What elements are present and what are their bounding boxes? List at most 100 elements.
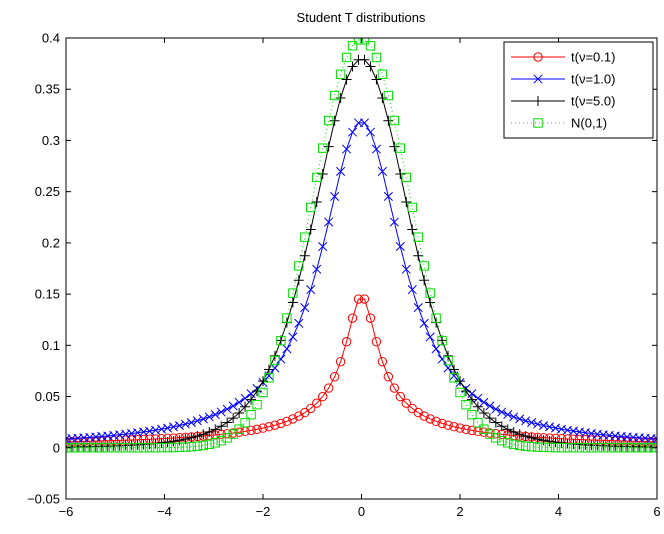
series-4-point — [437, 335, 447, 346]
series-3-point — [198, 429, 209, 440]
series-4-point — [419, 261, 429, 271]
legend-item: N(0,1) — [511, 116, 607, 131]
series-4-point — [455, 387, 465, 398]
series-2-point — [168, 422, 179, 432]
series-4-point — [109, 443, 119, 453]
series-4-point — [317, 143, 328, 153]
series-4-point — [383, 90, 394, 101]
series-1-point — [353, 294, 364, 304]
series-3-point — [437, 335, 448, 346]
series-3-point — [359, 54, 370, 65]
series-4-point — [622, 443, 632, 453]
series-2-point — [234, 397, 244, 407]
series-3-point — [520, 431, 531, 442]
series-4-point — [347, 41, 358, 51]
series-2-point — [371, 144, 381, 154]
series-3-point — [174, 435, 185, 446]
legend-box — [503, 41, 654, 139]
y-tick-label: 0.15 — [35, 287, 60, 302]
series-2-point — [294, 318, 304, 328]
series-2-point — [312, 264, 322, 274]
series-4-point — [216, 436, 226, 446]
y-tick-label: 0.35 — [35, 82, 60, 97]
series-3-point — [240, 401, 251, 412]
legend-label: t(ν=0.1) — [571, 50, 615, 65]
series-2-point — [330, 191, 340, 202]
legend-marker — [533, 52, 543, 62]
series-4-point — [282, 313, 292, 323]
legend-marker — [533, 96, 543, 106]
legend: t(ν=0.1) t(ν=1.0) t(ν=5.0) N(0,1) — [503, 41, 654, 139]
series-2-point — [336, 166, 346, 176]
series-2-point — [318, 242, 328, 252]
y-tick-label: 0.2 — [42, 235, 60, 250]
series-1-point — [306, 403, 316, 414]
series-3-point — [484, 413, 495, 424]
series-2-point — [174, 420, 184, 431]
series-4-point — [252, 399, 262, 410]
series-3-point — [162, 437, 173, 448]
series-4-point — [413, 232, 423, 242]
series-4-point — [228, 429, 238, 439]
series-4-point — [240, 418, 250, 428]
series-2-point — [509, 412, 519, 422]
y-tick-label: 0.4 — [42, 31, 60, 46]
series-3-point — [323, 141, 334, 152]
y-tick-label: 0.3 — [42, 133, 60, 148]
series-3-point — [544, 436, 555, 447]
series-4-point — [377, 69, 388, 79]
series-3-point — [371, 74, 382, 85]
series-4-point — [91, 443, 101, 453]
series-2-point — [473, 393, 483, 403]
series-2-point — [288, 332, 298, 342]
series-4-point — [526, 442, 537, 452]
series-4-point — [234, 424, 244, 434]
series-4-point — [174, 442, 185, 453]
series-1-point — [425, 414, 435, 424]
series-3-point — [502, 424, 513, 435]
series-4-point — [246, 410, 256, 420]
series-4-point — [628, 443, 638, 453]
series-3-point — [311, 197, 322, 208]
series-4-point — [306, 202, 316, 213]
series-1-point — [282, 416, 292, 427]
series-2-point — [240, 393, 250, 403]
series-2-point — [156, 424, 167, 434]
series-1-point — [317, 391, 328, 402]
axis-ticks: −6 −4 −2 0 2 4 6 −0.05 0 0.05 0.1 0.15 0.2 0.25 0.3 0.3… — [27, 31, 661, 520]
series-4-point — [580, 443, 591, 453]
series-4-point — [162, 442, 173, 453]
series-4-point — [443, 355, 453, 366]
series-3-point — [407, 224, 418, 235]
legend-label: N(0,1) — [571, 116, 607, 131]
series-2-point — [282, 344, 292, 354]
series-3-point — [538, 435, 549, 446]
series-4-point — [610, 443, 620, 453]
series-4-point — [85, 443, 95, 453]
series-1-line — [66, 298, 657, 443]
series-4-point — [192, 441, 203, 451]
series-4-point — [371, 52, 382, 63]
series-4-point — [514, 440, 525, 451]
series-2-point — [192, 416, 202, 426]
series-2-point — [527, 418, 537, 428]
series-4-point — [73, 443, 83, 453]
series-3-point — [263, 364, 274, 375]
series-2-point — [413, 303, 423, 313]
series-4-point — [204, 439, 214, 450]
series-3-point — [389, 141, 400, 152]
series-1-point — [252, 424, 262, 435]
series-2-point — [306, 285, 316, 295]
series-2-point — [204, 412, 214, 422]
series-4-point — [126, 443, 137, 453]
series-2-point — [216, 407, 226, 417]
series-2-point — [497, 407, 507, 417]
series-2-point — [186, 418, 196, 428]
series-3-point — [192, 431, 203, 442]
series-4-point — [353, 38, 364, 45]
x-tick-label: 0 — [358, 504, 365, 519]
series-2-point — [515, 414, 525, 424]
series-2-point — [533, 419, 543, 429]
series-4-point — [288, 288, 298, 298]
